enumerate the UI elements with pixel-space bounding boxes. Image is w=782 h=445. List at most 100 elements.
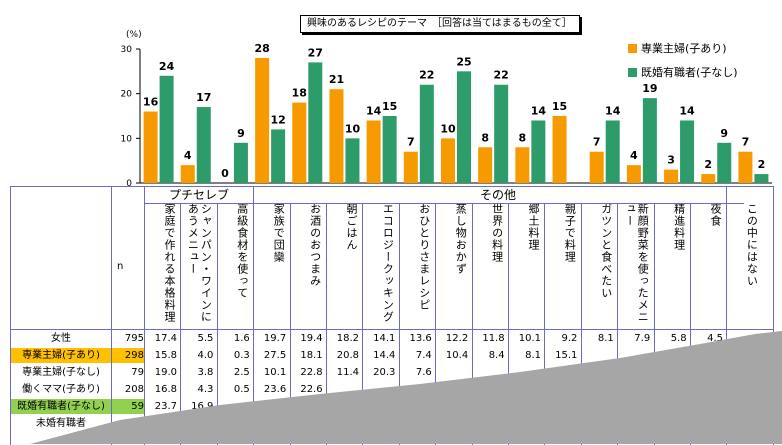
column-header: 親子で料理 bbox=[563, 203, 577, 263]
column-divider bbox=[726, 187, 728, 445]
data-label: 27 bbox=[308, 46, 323, 59]
bar-housewife bbox=[292, 102, 307, 183]
table-cell: 16.9 bbox=[191, 401, 214, 412]
column-header: エコロジークッキング bbox=[381, 203, 395, 323]
column-header: 朝ごはん bbox=[345, 203, 358, 251]
table-cell: 23.7 bbox=[154, 401, 177, 412]
data-label: 14 bbox=[679, 104, 695, 117]
column-divider bbox=[216, 203, 218, 445]
row-n bbox=[112, 416, 144, 431]
column-header: おひとりさまレシピ bbox=[417, 203, 431, 311]
column-header: 新顔野菜を使ったメニュー bbox=[623, 203, 650, 323]
y-tick-label: 30 bbox=[121, 45, 133, 55]
row-label: 専業主婦(子あり) bbox=[11, 348, 111, 363]
y-tick-label: 20 bbox=[121, 90, 133, 100]
table-cell: 9.2 bbox=[561, 333, 578, 344]
row-label: 働くママ(子あり) bbox=[22, 384, 100, 395]
column-divider bbox=[580, 203, 582, 445]
data-label: 14 bbox=[366, 104, 382, 117]
column-header: お酒のおつまみ bbox=[308, 203, 322, 287]
data-label: 2 bbox=[704, 158, 712, 171]
table-cell: 13.6 bbox=[409, 333, 432, 344]
column-header: 精進料理 bbox=[672, 203, 686, 251]
column-divider bbox=[180, 203, 182, 445]
column-divider bbox=[690, 203, 691, 445]
column-header: 家族で団欒 bbox=[272, 203, 286, 263]
column-header: ガツンと食べたい bbox=[599, 203, 613, 299]
bar-housewife bbox=[329, 89, 344, 183]
table-cell: 10.1 bbox=[518, 333, 541, 344]
bar-housewife bbox=[441, 138, 455, 183]
row-label: 既婚有職者(子なし) bbox=[11, 399, 111, 414]
legend-swatch-green bbox=[628, 67, 637, 77]
row-divider bbox=[144, 203, 744, 204]
y-tick-label: 10 bbox=[121, 134, 133, 144]
bar-worker bbox=[159, 75, 174, 183]
data-label: 7 bbox=[407, 136, 415, 149]
bar-housewife bbox=[403, 151, 418, 183]
row-label: 未婚有職者 bbox=[36, 418, 86, 429]
legend-swatch-orange bbox=[628, 43, 637, 53]
data-label: 7 bbox=[593, 136, 601, 149]
table-cell: 11.4 bbox=[336, 367, 359, 378]
table-cell: 14.4 bbox=[373, 350, 396, 361]
column-divider bbox=[617, 203, 619, 445]
table-cell: 3.8 bbox=[197, 367, 214, 378]
table-cell: 12.2 bbox=[445, 333, 469, 344]
legend-item-housewife: 専業主婦(子あり) bbox=[628, 36, 738, 60]
legend-label-housewife: 専業主婦(子あり) bbox=[641, 42, 727, 55]
bar-worker bbox=[642, 98, 657, 183]
table-cell: 0.5 bbox=[233, 384, 250, 395]
bar-worker bbox=[345, 138, 360, 183]
bar-housewife bbox=[366, 120, 381, 183]
data-label: 22 bbox=[494, 69, 509, 82]
row-n: 208 bbox=[124, 384, 144, 395]
data-table: プチセレブ その他 n 家庭で作れる本格料理 シャンパン・ワインにあうメニュー 高級… bbox=[10, 186, 774, 445]
data-label: 0 bbox=[221, 167, 229, 180]
label-column-divider bbox=[111, 187, 112, 445]
data-label: 18 bbox=[292, 87, 307, 100]
data-label: 25 bbox=[456, 55, 471, 68]
n-column-header: n bbox=[117, 261, 124, 272]
group-header-petit-celeb: プチセレブ bbox=[168, 188, 229, 202]
row-divider bbox=[11, 329, 773, 330]
data-label: 17 bbox=[196, 91, 211, 104]
data-label: 9 bbox=[720, 127, 728, 140]
table-cell: 27.5 bbox=[263, 350, 287, 361]
legend-label-worker: 既婚有職者(子なし) bbox=[641, 66, 738, 79]
column-divider bbox=[398, 203, 400, 445]
bar-worker bbox=[419, 84, 434, 183]
bar-worker bbox=[680, 120, 695, 183]
table-cell: 17.4 bbox=[154, 333, 177, 344]
column-header: 家庭で作れる本格料理 bbox=[163, 203, 176, 323]
column-divider bbox=[653, 203, 655, 445]
table-cell: 14.1 bbox=[373, 333, 396, 344]
table-cell: 10.4 bbox=[445, 350, 469, 361]
data-label: 4 bbox=[184, 149, 192, 162]
data-label: 22 bbox=[419, 69, 434, 82]
bar-housewife bbox=[515, 147, 530, 183]
data-label: 21 bbox=[329, 73, 344, 86]
table-cell: 19.7 bbox=[263, 333, 287, 344]
data-label: 28 bbox=[254, 42, 269, 55]
data-label: 19 bbox=[642, 82, 657, 95]
table-cell: 7.4 bbox=[415, 350, 432, 361]
data-label: 9 bbox=[237, 127, 245, 140]
bar-worker bbox=[494, 84, 509, 183]
table-cell: 20.3 bbox=[373, 367, 396, 378]
bar-housewife bbox=[180, 165, 195, 183]
data-label: 2 bbox=[758, 158, 766, 171]
y-tick-label: 0 bbox=[126, 179, 132, 189]
table-cell: 18.2 bbox=[336, 333, 359, 344]
data-label: 14 bbox=[531, 104, 547, 117]
table-cell: 18.1 bbox=[300, 350, 323, 361]
table-cell: 2.5 bbox=[233, 367, 250, 378]
bar-housewife bbox=[143, 111, 158, 183]
column-divider bbox=[289, 203, 291, 445]
column-divider bbox=[435, 203, 437, 445]
row-label: 女性 bbox=[51, 333, 71, 344]
chart-title: 興味のあるレシピのテーマ ［回答は当てはまるもの全て］ bbox=[300, 15, 580, 33]
bar-housewife bbox=[701, 174, 716, 183]
column-header: 世界の料理 bbox=[490, 203, 504, 263]
